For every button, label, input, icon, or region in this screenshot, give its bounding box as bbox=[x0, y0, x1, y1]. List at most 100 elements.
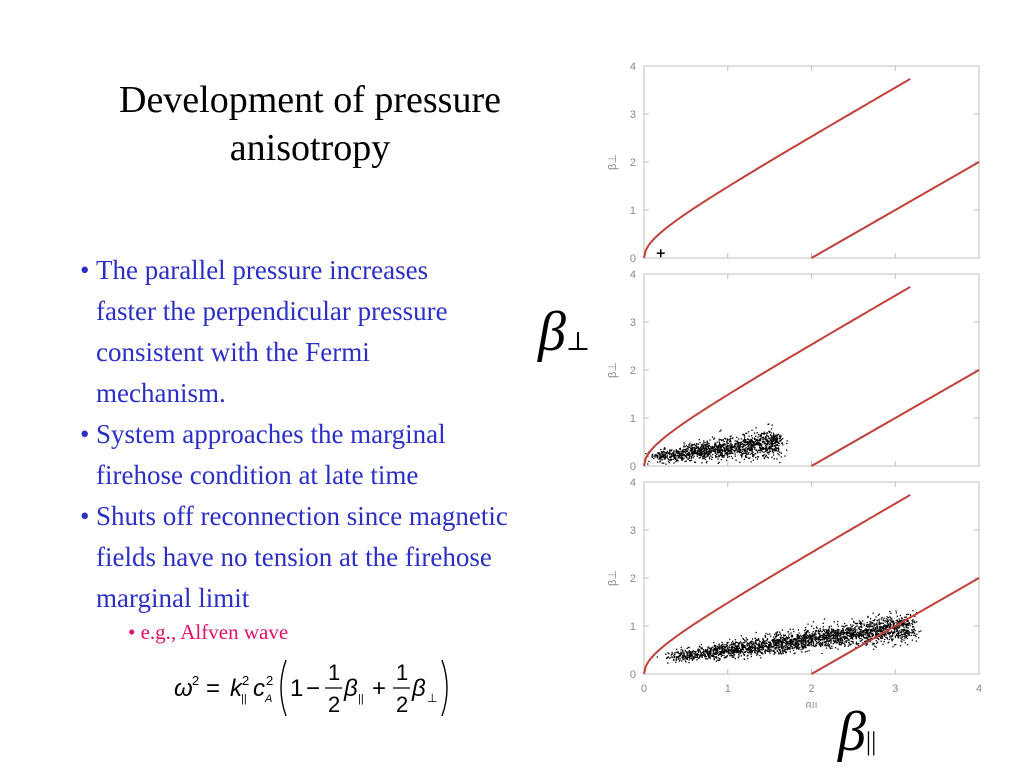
scatter-point bbox=[911, 629, 913, 631]
y-axis-label: β⊥ bbox=[607, 154, 619, 170]
scatter-point bbox=[858, 622, 861, 625]
scatter-point bbox=[737, 649, 739, 651]
scatter-point bbox=[753, 644, 755, 646]
scatter-point bbox=[780, 645, 782, 647]
scatter-point bbox=[659, 454, 661, 456]
scatter-point bbox=[823, 633, 826, 635]
scatter-point bbox=[691, 651, 694, 653]
scatter-point bbox=[743, 458, 746, 461]
y-tick-label: 1 bbox=[630, 621, 636, 633]
scatter-point bbox=[706, 449, 708, 451]
scatter-point bbox=[683, 652, 685, 654]
scatter-point bbox=[686, 653, 689, 655]
y-tick-label: 0 bbox=[630, 253, 636, 265]
scatter-point bbox=[865, 628, 867, 630]
scatter-point bbox=[811, 645, 813, 647]
scatter-point bbox=[764, 640, 766, 642]
scatter-point bbox=[883, 635, 886, 637]
scatter-point bbox=[750, 642, 753, 645]
scatter-point bbox=[866, 624, 868, 626]
scatter-point bbox=[770, 646, 773, 648]
scatter-point bbox=[865, 629, 867, 632]
scatter-point bbox=[703, 457, 705, 459]
scatter-point bbox=[732, 640, 734, 643]
scatter-point bbox=[762, 448, 764, 450]
scatter-point bbox=[863, 636, 865, 639]
scatter-point bbox=[867, 636, 869, 638]
scatter-point bbox=[897, 620, 899, 623]
scatter-point bbox=[759, 645, 761, 647]
scatter-point bbox=[790, 639, 792, 641]
scatter-point bbox=[805, 633, 807, 636]
eq-k-sup: 2 bbox=[242, 673, 249, 688]
scatter-point bbox=[678, 455, 680, 457]
scatter-point bbox=[687, 447, 689, 449]
scatter-point bbox=[794, 639, 797, 641]
scatter-point bbox=[669, 449, 671, 451]
scatter-point bbox=[831, 637, 834, 640]
scatter-point bbox=[704, 449, 706, 452]
scatter-point bbox=[749, 442, 751, 444]
scatter-point bbox=[903, 633, 905, 635]
scatter-point bbox=[757, 644, 760, 646]
scatter-point bbox=[822, 622, 824, 625]
scatter-point bbox=[817, 631, 819, 633]
scatter-point bbox=[698, 453, 700, 455]
scatter-point bbox=[768, 641, 770, 644]
scatter-point bbox=[765, 649, 767, 651]
scatter-point bbox=[756, 652, 758, 654]
scatter-point bbox=[815, 643, 817, 646]
scatter-point bbox=[881, 626, 883, 628]
scatter-point bbox=[684, 455, 687, 458]
scatter-point bbox=[873, 623, 875, 626]
scatter-point bbox=[766, 638, 769, 641]
scatter-point bbox=[684, 460, 686, 463]
scatter-point bbox=[756, 443, 758, 445]
y-tick-label: 4 bbox=[630, 269, 636, 281]
scatter-point bbox=[775, 642, 777, 645]
scatter-point bbox=[806, 637, 808, 640]
scatter-point bbox=[866, 639, 868, 641]
scatter-point bbox=[677, 454, 679, 457]
scatter-point bbox=[768, 446, 771, 448]
scatter-point bbox=[762, 447, 765, 449]
scatter-point bbox=[872, 642, 874, 644]
scatter-point bbox=[781, 647, 783, 650]
scatter-point bbox=[689, 654, 692, 656]
scatter-point bbox=[776, 444, 779, 447]
scatter-point bbox=[785, 638, 787, 640]
scatter-point bbox=[781, 641, 783, 644]
upper-boundary-curve bbox=[643, 78, 911, 259]
scatter-point bbox=[747, 648, 749, 651]
scatter-point bbox=[685, 445, 688, 447]
scatter-point bbox=[741, 443, 743, 446]
scatter-point bbox=[760, 437, 762, 439]
scatter-point bbox=[664, 454, 666, 456]
scatter-point bbox=[772, 645, 774, 648]
scatter-point bbox=[711, 655, 713, 657]
scatter-point bbox=[736, 440, 739, 442]
scatter-point bbox=[669, 451, 671, 453]
scatter-point bbox=[840, 641, 842, 644]
scatter-point bbox=[719, 653, 721, 655]
scatter-point bbox=[765, 645, 768, 647]
scatter-point bbox=[744, 441, 746, 443]
scatter-point bbox=[681, 459, 683, 461]
scatter-point bbox=[785, 646, 787, 648]
scatter-point bbox=[751, 429, 753, 431]
scatter-point bbox=[686, 656, 688, 658]
scatter-point bbox=[726, 654, 728, 657]
scatter-point bbox=[874, 629, 877, 631]
scatter-point bbox=[713, 652, 715, 654]
scatter-point bbox=[709, 449, 711, 451]
sub-bullet-dot: • bbox=[128, 620, 136, 644]
scatter-point bbox=[731, 648, 734, 650]
scatter-point bbox=[745, 443, 748, 446]
scatter-point bbox=[688, 453, 690, 455]
scatter-point bbox=[685, 452, 687, 454]
scatter-point bbox=[806, 637, 808, 639]
scatter-point bbox=[732, 437, 734, 439]
scatter-point bbox=[741, 644, 744, 646]
scatter-point bbox=[881, 637, 884, 639]
scatter-point bbox=[914, 629, 916, 632]
